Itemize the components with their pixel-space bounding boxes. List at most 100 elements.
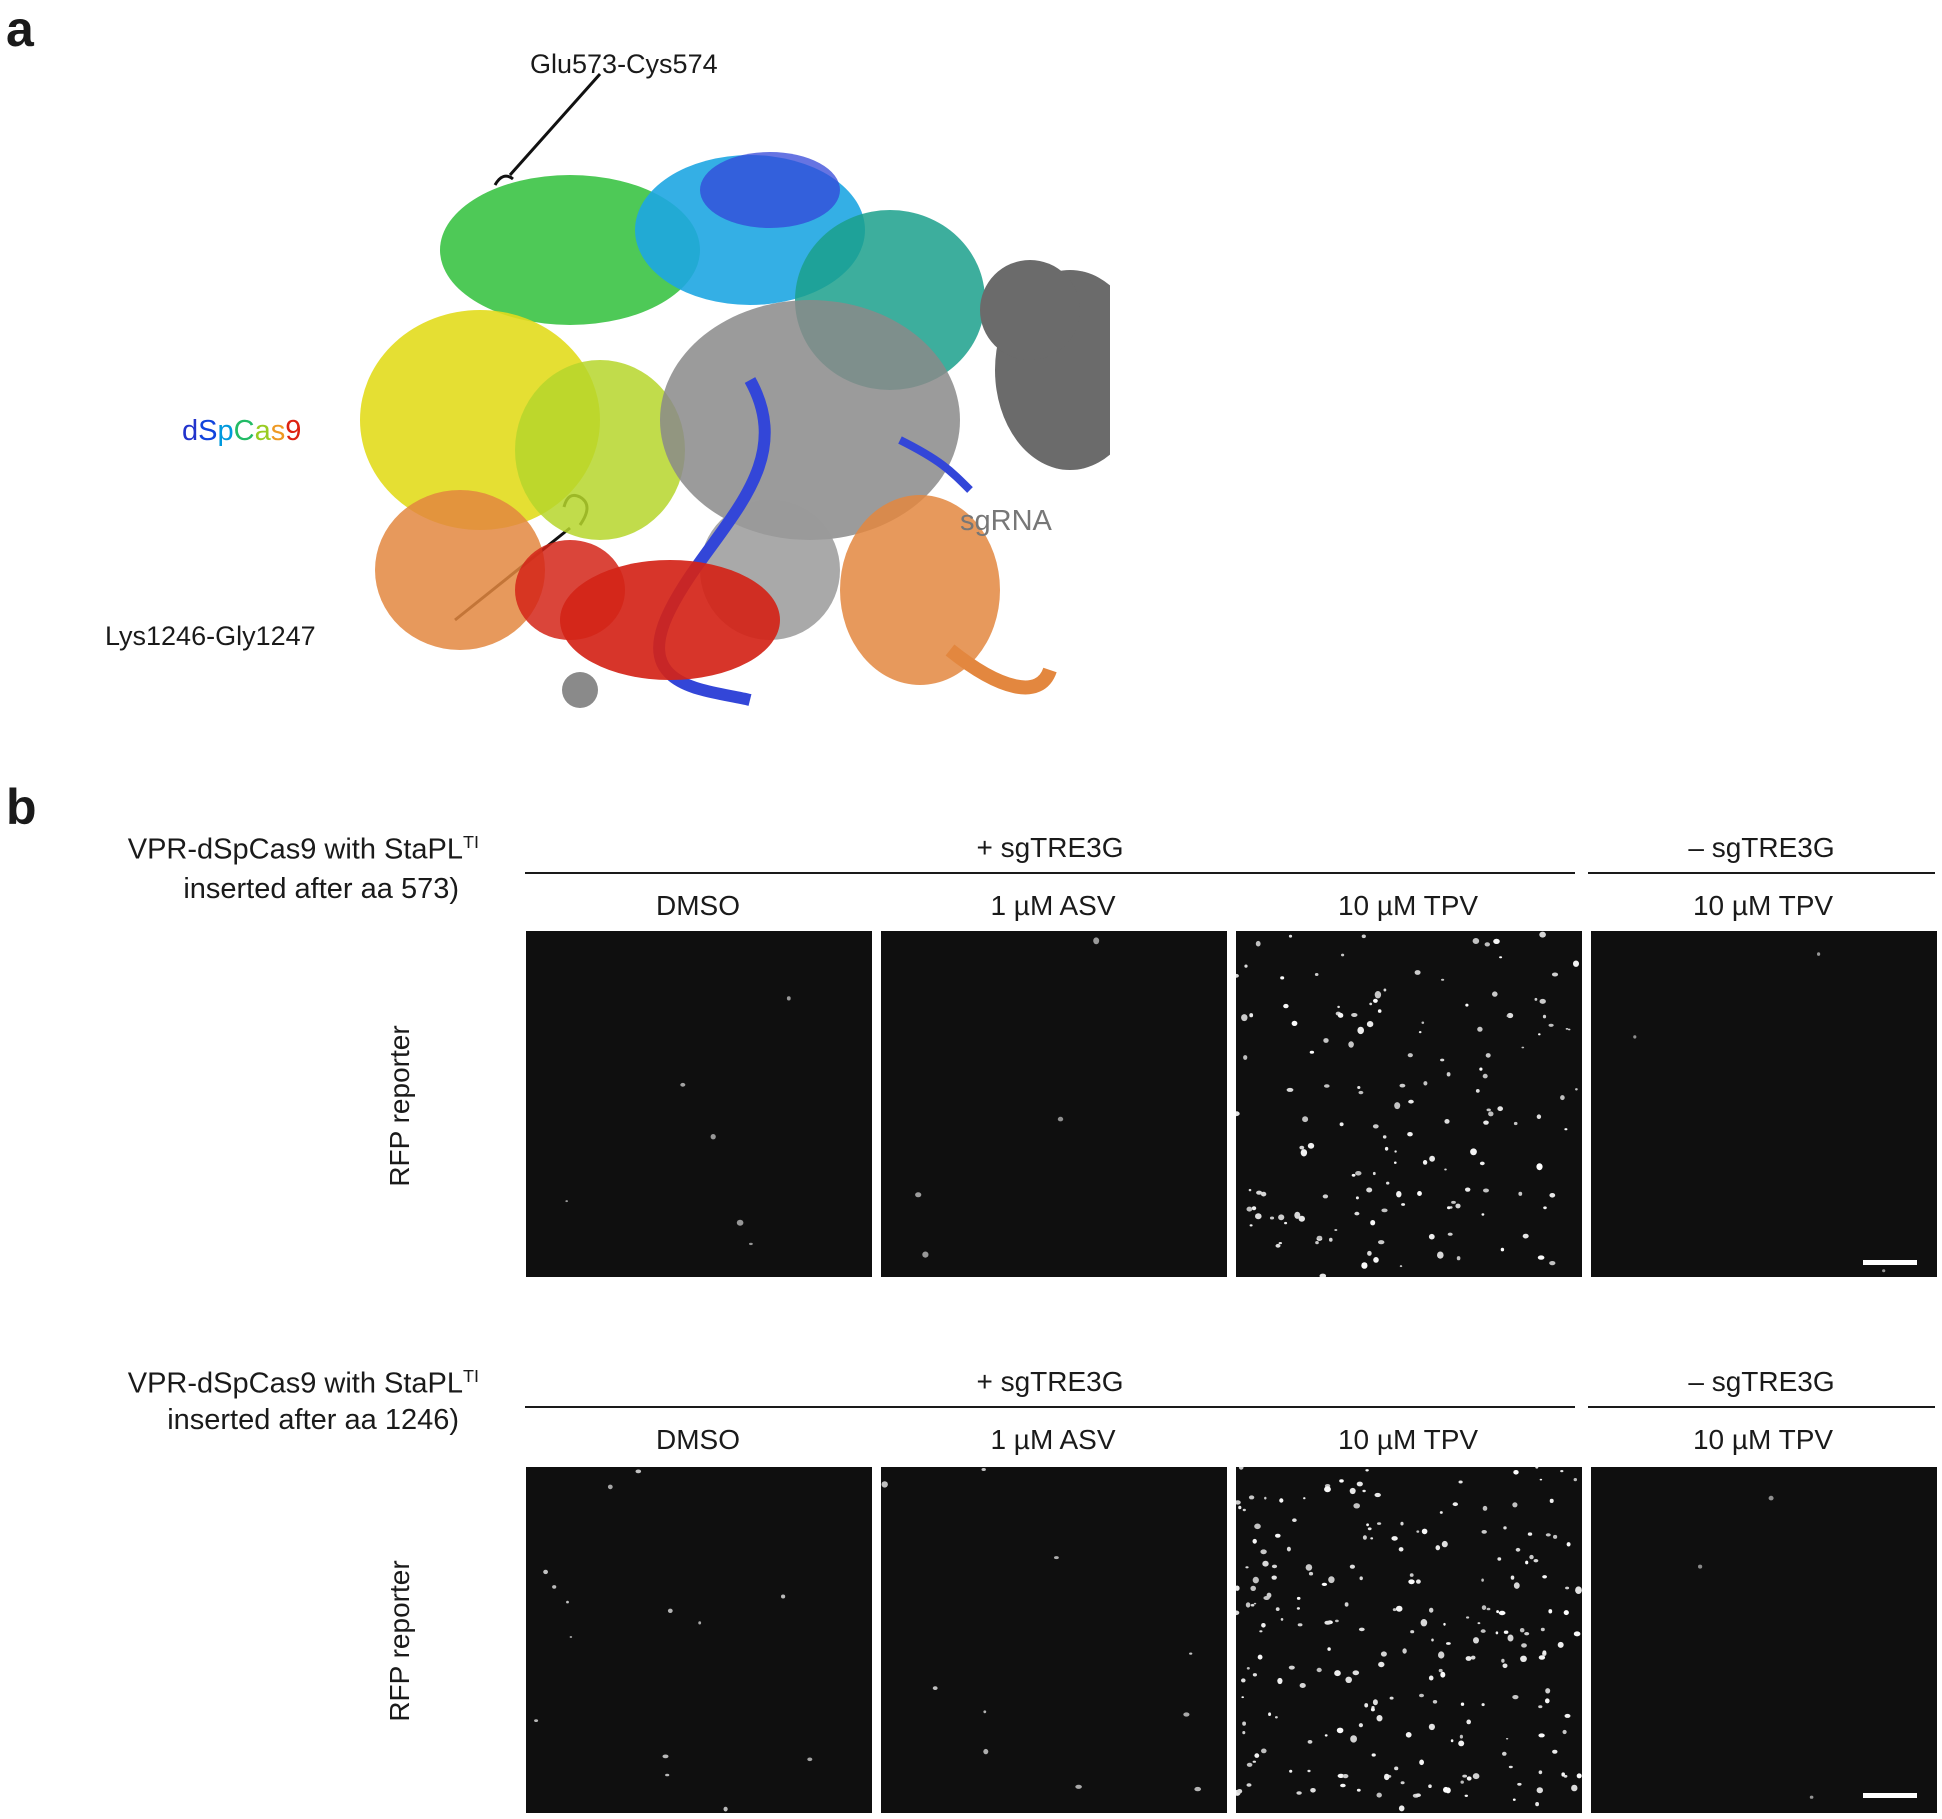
fluorescent-cell	[1324, 1620, 1331, 1625]
fluorescent-cell	[1297, 1623, 1303, 1627]
fluorescent-cell	[1302, 1116, 1309, 1123]
fluorescent-cell	[1374, 1492, 1381, 1498]
fluorescent-cell	[1517, 1782, 1522, 1786]
fluorescent-cell	[1374, 991, 1382, 999]
fluorescent-cell	[983, 1748, 989, 1755]
row2-scale-bar	[1863, 1793, 1917, 1798]
protein-label-char: p	[217, 415, 234, 447]
fluorescent-cell	[1444, 1119, 1450, 1124]
sgrna-central	[660, 300, 960, 540]
fluorescent-cell	[1416, 1530, 1420, 1533]
fluorescent-cell	[1380, 1651, 1387, 1657]
row2-col-label: 10 µM TPV	[1692, 1424, 1834, 1455]
fluorescent-cell	[1416, 1579, 1421, 1584]
fluorescent-cell	[1057, 1116, 1064, 1122]
fluorescent-cell	[1345, 1676, 1352, 1683]
fluorescent-cell	[1477, 1622, 1481, 1625]
fluorescent-cell	[1480, 1629, 1486, 1633]
row1-col-label: 10 µM TPV	[1692, 890, 1834, 921]
domain-blue-top	[700, 152, 840, 228]
row2-image-asv	[881, 1467, 1227, 1813]
fluorescent-cell	[1506, 1015, 1510, 1017]
fluorescent-cell	[1512, 1502, 1518, 1508]
row1-col-label: 10 µM TPV	[1337, 890, 1479, 921]
fluorescent-cell	[1542, 1575, 1547, 1579]
fluorescent-cell	[1439, 1511, 1443, 1514]
fluorescent-cell	[1355, 1196, 1359, 1200]
fluorescent-cell	[1456, 1256, 1461, 1261]
fluorescent-cell	[1278, 1242, 1282, 1245]
fluorescent-cell	[1513, 1470, 1519, 1475]
fluorescent-cell	[1369, 1002, 1373, 1006]
fluorescent-cell	[1567, 1028, 1571, 1031]
fluorescent-cell	[635, 1469, 642, 1474]
fluorescent-cell	[1381, 1208, 1388, 1213]
fluorescent-cell	[1194, 1786, 1201, 1792]
fluorescent-cell	[1460, 1702, 1465, 1706]
row1-rule-minus	[1588, 872, 1935, 874]
fluorescent-cell	[1538, 1033, 1541, 1036]
row1-title-line1: VPR-dSpCas9 with StaPLTI	[128, 832, 479, 867]
fluorescent-cell	[1275, 1607, 1280, 1611]
fluorescent-cell	[1402, 1648, 1407, 1654]
fluorescent-cell	[1362, 1535, 1367, 1540]
row1-group-minus: – sgTRE3G	[1688, 832, 1835, 863]
fluorescent-cell	[1503, 1526, 1507, 1530]
fluorescent-cell	[1334, 1229, 1338, 1231]
row1-image-asv	[881, 931, 1227, 1277]
fluorescent-cell	[1428, 1675, 1434, 1681]
fluorescent-cell	[1414, 970, 1421, 975]
fluorescent-cell	[1512, 1695, 1519, 1700]
protein-label-char: C	[233, 415, 255, 447]
fluorescent-cell	[1483, 1120, 1489, 1125]
leader-line-glu573	[508, 73, 602, 176]
fluorescent-cell	[1400, 1781, 1405, 1785]
fluorescent-cell	[1481, 1703, 1485, 1707]
fluorescent-cell	[1358, 1723, 1363, 1728]
domain-green	[440, 175, 700, 325]
fluorescent-cell	[1409, 1573, 1414, 1577]
fluorescent-cell	[1540, 1627, 1545, 1632]
row2-group-minus: – sgTRE3G	[1688, 1366, 1835, 1397]
fluorescent-cell	[1376, 1792, 1382, 1798]
fluorescent-cell	[1358, 1090, 1364, 1095]
fluorescent-cell	[1543, 1206, 1547, 1210]
fluorescent-cell	[1371, 1753, 1376, 1757]
fluorescent-cell	[1271, 1575, 1277, 1580]
fluorescent-cell	[1440, 1058, 1445, 1062]
fluorescent-cell	[723, 1806, 728, 1812]
fluorescent-cell	[786, 996, 791, 1001]
fluorescent-cell	[1275, 1716, 1278, 1719]
fluorescent-cell	[1441, 978, 1445, 981]
fluorescent-cell	[1502, 1663, 1508, 1669]
fluorescent-cell	[1452, 1502, 1458, 1507]
fluorescent-cell	[1280, 976, 1285, 980]
fluorescent-cell	[1354, 1211, 1360, 1216]
fluorescent-cell	[981, 1468, 986, 1471]
sgrna-label: sgRNA	[960, 505, 1052, 537]
fluorescent-cell	[1308, 1571, 1314, 1576]
fluorescent-cell	[1396, 1191, 1402, 1198]
fluorescent-cell	[1307, 1142, 1315, 1149]
fluorescent-cell	[1432, 1700, 1438, 1704]
fluorescent-cell	[1415, 1793, 1421, 1797]
fluorescent-cell	[1321, 1582, 1328, 1586]
fluorescent-cell	[1493, 938, 1500, 944]
fluorescent-cell	[1545, 1533, 1551, 1537]
fluorescent-cell	[1307, 1769, 1311, 1773]
row1-col-label: DMSO	[656, 890, 740, 921]
fluorescent-cell	[1366, 1021, 1374, 1028]
fluorescent-cell	[698, 1621, 702, 1625]
fluorescent-cell	[1296, 1607, 1300, 1610]
fluorescent-cell	[1477, 1026, 1483, 1032]
fluorescent-cell	[1562, 1729, 1567, 1735]
fluorescent-cell	[1465, 1003, 1469, 1007]
fluorescent-cell	[1384, 1146, 1389, 1151]
fluorescent-cell	[543, 1569, 548, 1575]
fluorescent-cell	[1486, 1108, 1491, 1112]
fluorescent-cell	[1298, 1215, 1305, 1222]
fluorescent-cell	[1316, 1667, 1322, 1673]
fluorescent-cell	[1418, 1031, 1422, 1034]
fluorescent-cell	[534, 1719, 539, 1722]
fluorescent-cell	[1366, 1523, 1369, 1527]
